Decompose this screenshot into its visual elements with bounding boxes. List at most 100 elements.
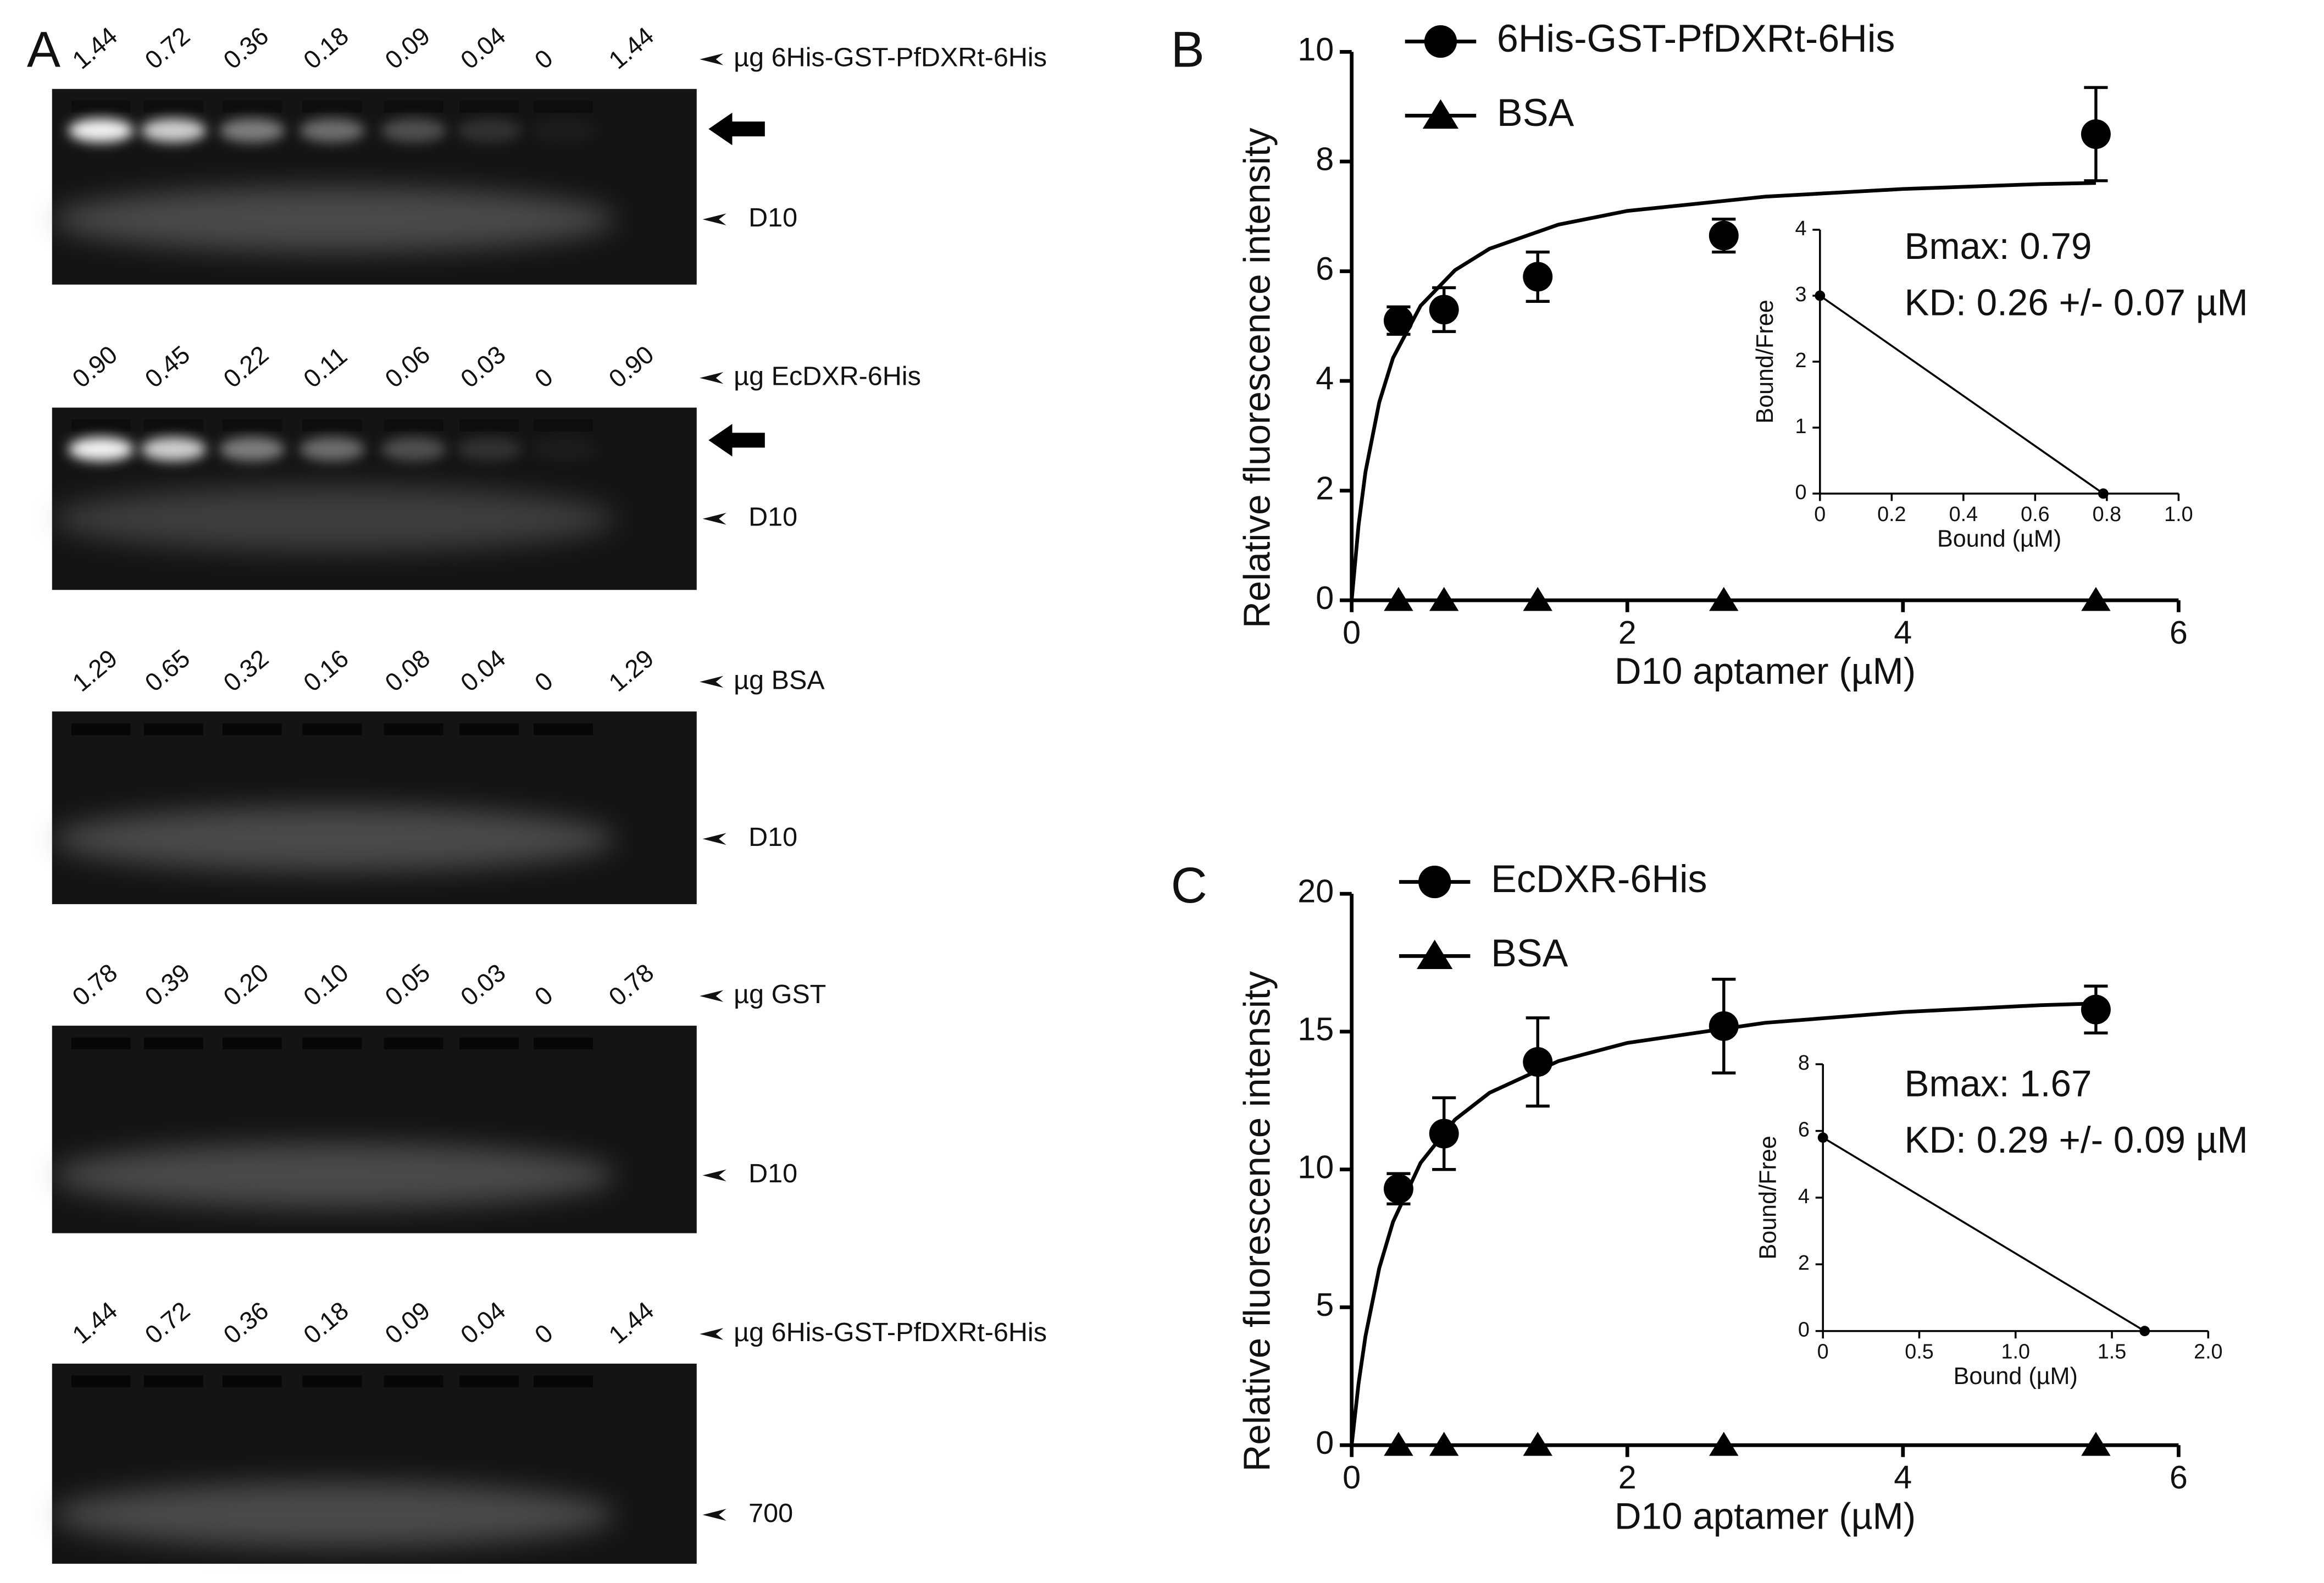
gel-well: [302, 1375, 362, 1388]
marker: [1523, 586, 1552, 611]
panel-label: B: [1171, 21, 1205, 78]
gel-well: [302, 419, 362, 431]
x-tick-label: 0.4: [1949, 502, 1978, 525]
x-tick-label: 0.6: [2021, 502, 2049, 525]
gel-well: [534, 1375, 593, 1388]
lane-label: 1.29: [603, 644, 659, 697]
gel-well: [71, 1375, 131, 1388]
point: [1817, 1132, 1828, 1143]
line: [1819, 295, 2104, 495]
marker: [1523, 262, 1553, 292]
band-arrow: [702, 513, 726, 525]
y-tick-label: 0: [1316, 579, 1334, 616]
y-tick-label: 8: [1316, 141, 1334, 178]
line: [1822, 1137, 2145, 1332]
x-tick-label: 0: [1814, 502, 1826, 525]
marker: [1429, 1119, 1459, 1149]
band-label: D10: [748, 203, 797, 233]
legend-marker: [1424, 25, 1457, 58]
gel-well: [71, 419, 131, 431]
lane-label: 0.18: [298, 1296, 354, 1349]
band-arrow: [702, 213, 726, 225]
y-tick-label: 20: [1297, 873, 1334, 910]
x-tick-label: 0: [1343, 1459, 1361, 1496]
band-label: 700: [748, 1498, 793, 1528]
big-arrow: [708, 112, 765, 146]
legend-label: BSA: [1497, 91, 1574, 134]
x-axis-label: Bound (µM): [1937, 526, 2061, 552]
marker: [1523, 1047, 1553, 1077]
legend-label: BSA: [1491, 932, 1568, 975]
lane-label: 0.72: [140, 1296, 195, 1349]
y-tick-label: 10: [1297, 31, 1334, 68]
y-tick-label: 2: [1795, 348, 1807, 372]
gel-label: µg BSA: [734, 665, 825, 695]
lane-label: 0.09: [380, 1296, 435, 1349]
lane-label: 0: [529, 44, 558, 74]
gel-well: [459, 101, 519, 113]
lane-label: 0.06: [380, 340, 435, 393]
gel-well: [143, 419, 203, 431]
gel-well: [384, 419, 443, 431]
panel-label: C: [1171, 857, 1207, 914]
y-tick-label: 2: [1316, 469, 1334, 506]
label-arrow: [700, 676, 724, 688]
marker: [1383, 306, 1413, 336]
gel-well: [143, 101, 203, 113]
lane-label: 0.78: [67, 958, 123, 1011]
gel-well: [459, 1037, 519, 1050]
label-arrow: [700, 372, 724, 384]
gel-band: [299, 118, 365, 142]
lane-label: 0.65: [140, 644, 195, 697]
gel-band: [68, 118, 134, 142]
x-tick-label: 0.8: [2093, 502, 2121, 525]
y-tick-label: 4: [1795, 217, 1807, 240]
lane-label: 0.04: [456, 644, 511, 697]
gel-glow: [52, 1482, 615, 1548]
lane-label: 1.44: [603, 21, 659, 74]
point: [2139, 1326, 2150, 1337]
marker: [1709, 1011, 1739, 1041]
lane-label: 0: [529, 667, 558, 697]
x-tick-label: 2: [1618, 614, 1637, 651]
lane-label: 0: [529, 1319, 558, 1349]
legend-marker: [1417, 939, 1453, 970]
gel-band: [531, 119, 596, 142]
lane-label: 0.03: [456, 340, 511, 393]
gel-well: [71, 723, 131, 735]
marker: [1384, 586, 1413, 611]
y-tick-label: 6: [1798, 1117, 1810, 1141]
gel-label: µg EcDXR-6His: [734, 361, 921, 391]
gel-well: [71, 101, 131, 113]
gel-well: [384, 101, 443, 113]
gel-well: [534, 723, 593, 735]
gel-label: µg 6His-GST-PfDXRt-6His: [734, 43, 1047, 73]
lane-label: 1.44: [67, 21, 123, 74]
x-tick-label: 2: [1618, 1459, 1637, 1496]
lane-label: 0.22: [218, 340, 274, 393]
x-tick-label: 2.0: [2194, 1340, 2222, 1363]
y-tick-label: 15: [1297, 1011, 1334, 1048]
gel-glow: [52, 1143, 615, 1208]
gel-well: [302, 101, 362, 113]
label-arrow: [700, 1328, 724, 1340]
gel-glow: [52, 486, 615, 552]
band-label: D10: [748, 822, 797, 852]
annotation: KD: 0.29 +/- 0.09 µM: [1905, 1120, 2248, 1161]
gel-band: [456, 118, 522, 142]
label-arrow: [700, 990, 724, 1002]
lane-label: 0.32: [218, 644, 274, 697]
lane-label: 0.11: [298, 341, 353, 393]
legend-marker: [1422, 99, 1459, 129]
gel-band: [456, 437, 522, 461]
gel-well: [459, 1375, 519, 1388]
y-tick-label: 6: [1316, 250, 1334, 287]
gel-band: [381, 118, 447, 142]
band-label: D10: [748, 1159, 797, 1188]
marker: [2081, 1431, 2111, 1456]
lane-label: 1.44: [67, 1296, 123, 1349]
lane-label: 0.78: [603, 958, 659, 1011]
marker: [2081, 119, 2111, 150]
gel-band: [219, 437, 285, 461]
